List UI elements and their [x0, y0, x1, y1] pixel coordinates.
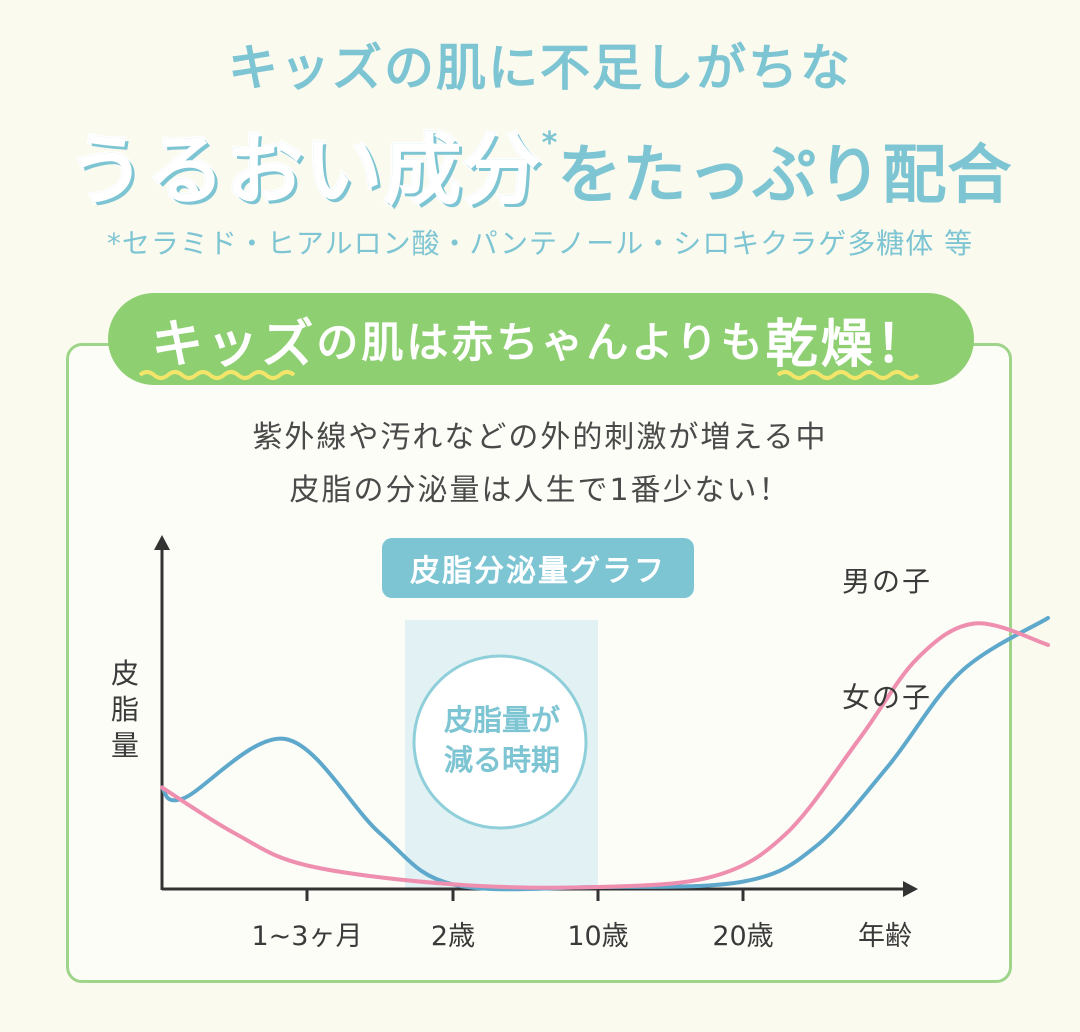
chart-title: 皮脂分泌量グラフ — [382, 538, 694, 598]
y-axis-arrow — [154, 535, 170, 550]
series-line-girls — [160, 621, 1050, 890]
x-tick-label-2: 10歳 — [567, 921, 629, 952]
highlight-label-line1: 皮脂量が — [443, 703, 560, 737]
ingredient-footnote: *セラミド・ヒアルロン酸・パンテノール・シロキクラゲ多糖体 等 — [106, 227, 974, 260]
headline-line2: うるおい成分*をたっぷり配合 — [0, 108, 1080, 220]
x-axis-arrow — [903, 881, 918, 897]
series-label-boys: 男の子 — [842, 565, 933, 598]
footnote-star: * — [541, 126, 558, 161]
x-axis-label: 年齢 — [858, 921, 912, 952]
banner-kids: キッズ — [151, 314, 317, 375]
y-axis-label: 皮脂量 — [110, 657, 139, 762]
headline-line1: キッズの肌に不足しがちな — [228, 39, 852, 97]
x-tick-label-3: 20歳 — [712, 921, 774, 952]
banner-squiggle-left — [138, 370, 296, 380]
x-tick-label-0: 1~3ヶ月 — [251, 921, 363, 952]
banner-squiggle-right — [776, 370, 920, 380]
banner-middle: の肌は赤ちゃんよりも — [316, 317, 766, 367]
highlight-circle — [412, 654, 588, 830]
banner-dry: 乾燥！ — [765, 314, 931, 375]
highlight-label-line2: 減る時期 — [443, 743, 560, 777]
series-label-girls: 女の子 — [842, 681, 933, 714]
x-tick-label-1: 2歳 — [430, 921, 476, 952]
headline-emphasis: うるおい成分 — [66, 125, 542, 218]
description-line1: 紫外線や汚れなどの外的刺激が増える中 — [252, 420, 828, 455]
highlight-label: 皮脂量が 減る時期 — [418, 700, 586, 780]
headline-rest: をたっぷり配合 — [557, 139, 1013, 213]
description-line2: 皮脂の分泌量は人生で1番少ない！ — [289, 473, 791, 508]
dryness-banner: キッズ の肌は赤ちゃんよりも 乾燥！ — [108, 293, 974, 385]
